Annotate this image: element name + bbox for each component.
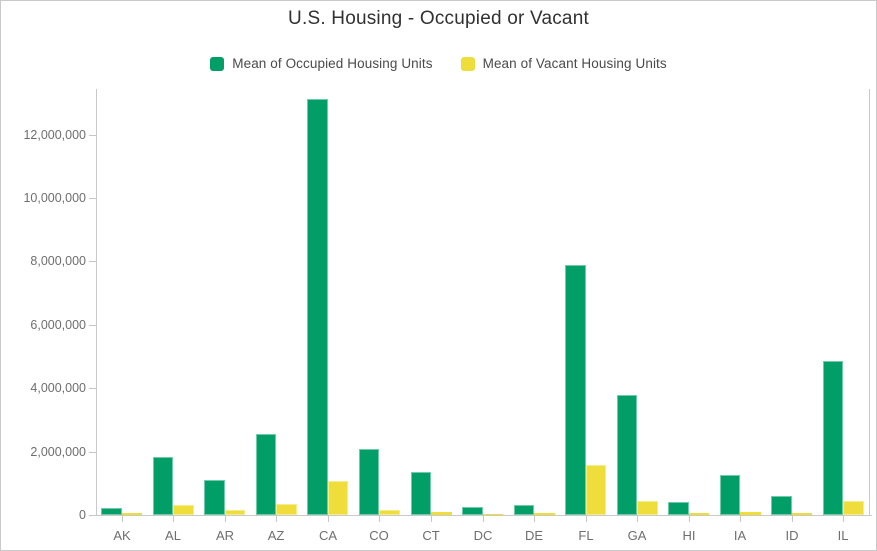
y-tick-mark [89, 198, 96, 199]
x-tick-label-ct: CT [422, 528, 440, 543]
bar-occupied-ca[interactable] [307, 99, 328, 515]
bar-occupied-ct[interactable] [410, 472, 431, 515]
x-tick-mark [276, 516, 277, 522]
vacant-series-swatch-icon [460, 56, 475, 71]
bar-vacant-ca[interactable] [327, 481, 349, 515]
x-tick-label-ak: AK [113, 528, 131, 543]
y-tick-mark [89, 388, 96, 389]
bar-vacant-co[interactable] [379, 509, 400, 515]
x-tick-label-al: AL [165, 528, 181, 543]
x-tick-mark [843, 516, 844, 522]
legend-item-occupied[interactable]: Mean of Occupied Housing Units [210, 56, 432, 71]
legend-item-vacant[interactable]: Mean of Vacant Housing Units [460, 56, 667, 71]
x-tick-mark [689, 516, 690, 522]
bar-occupied-ak[interactable] [101, 508, 122, 515]
x-tick-mark [328, 516, 329, 522]
x-tick-mark [637, 516, 638, 522]
x-tick-mark [431, 516, 432, 522]
bar-occupied-dc[interactable] [462, 507, 483, 515]
x-tick-label-ca: CA [318, 528, 338, 543]
x-tick-mark [792, 516, 793, 522]
y-tick-label: 8,000,000 [30, 254, 86, 268]
bar-vacant-ia[interactable] [740, 512, 761, 515]
x-tick-label-de: DE [524, 528, 544, 543]
bar-occupied-il[interactable] [822, 360, 844, 515]
bar-occupied-id[interactable] [771, 496, 792, 515]
legend-label-occupied: Mean of Occupied Housing Units [232, 56, 433, 71]
bar-occupied-de[interactable] [513, 505, 534, 515]
y-axis-line [96, 89, 97, 516]
y-tick-label: 10,000,000 [23, 191, 86, 205]
x-tick-mark [534, 516, 535, 522]
x-tick-mark [173, 516, 174, 522]
x-tick-mark [122, 516, 123, 522]
bar-occupied-ar[interactable] [204, 479, 225, 515]
bar-vacant-al[interactable] [173, 504, 194, 515]
bar-occupied-ia[interactable] [719, 475, 741, 515]
x-tick-label-fl: FL [578, 528, 594, 543]
y-tick-label: 6,000,000 [30, 318, 86, 332]
x-tick-mark [483, 516, 484, 522]
bar-occupied-hi[interactable] [668, 501, 689, 515]
x-tick-label-hi: HI [682, 528, 696, 543]
y-tick-mark [89, 261, 96, 262]
occupied-series-swatch-icon [210, 56, 225, 71]
y-tick-label: 12,000,000 [23, 128, 86, 142]
y-tick-mark [89, 515, 96, 516]
x-tick-label-dc: DC [473, 528, 493, 543]
bar-occupied-fl[interactable] [565, 264, 586, 515]
x-tick-mark [586, 516, 587, 522]
y-tick-label: 4,000,000 [30, 381, 86, 395]
chart-title: U.S. Housing - Occupied or Vacant [288, 8, 589, 29]
y-tick-label: 2,000,000 [30, 445, 86, 459]
bar-vacant-ga[interactable] [637, 501, 658, 515]
x-tick-label-ga: GA [627, 528, 647, 543]
x-tick-label-id: ID [785, 528, 799, 543]
x-tick-mark [379, 516, 380, 522]
bar-vacant-de[interactable] [534, 513, 555, 515]
bar-vacant-fl[interactable] [585, 464, 607, 515]
y-tick-mark [89, 325, 96, 326]
y-tick-mark [89, 135, 96, 136]
bar-occupied-az[interactable] [255, 433, 277, 515]
y-tick-mark [89, 452, 96, 453]
bar-occupied-co[interactable] [358, 448, 380, 515]
x-tick-mark [740, 516, 741, 522]
legend-label-vacant: Mean of Vacant Housing Units [482, 56, 667, 71]
plot-right-line [869, 89, 870, 516]
bar-vacant-id[interactable] [791, 513, 813, 515]
x-tick-label-ar: AR [215, 528, 235, 543]
chart-legend: Mean of Occupied Housing Units Mean of V… [1, 56, 876, 71]
bar-occupied-ga[interactable] [616, 394, 638, 515]
x-tick-label-il: IL [837, 528, 849, 543]
bar-vacant-ar[interactable] [224, 510, 246, 515]
bar-vacant-az[interactable] [276, 503, 297, 515]
bar-occupied-al[interactable] [152, 456, 174, 515]
bar-vacant-ct[interactable] [431, 512, 452, 515]
x-axis-line [96, 515, 872, 516]
x-tick-label-az: AZ [267, 528, 285, 543]
bar-vacant-hi[interactable] [688, 512, 710, 515]
x-tick-label-co: CO [369, 528, 389, 543]
bar-vacant-il[interactable] [843, 501, 864, 515]
x-tick-label-ia: IA [733, 528, 747, 543]
x-tick-mark [225, 516, 226, 522]
y-tick-label: 0 [79, 508, 86, 522]
bar-vacant-ak[interactable] [121, 513, 143, 515]
bar-vacant-dc[interactable] [482, 513, 503, 515]
